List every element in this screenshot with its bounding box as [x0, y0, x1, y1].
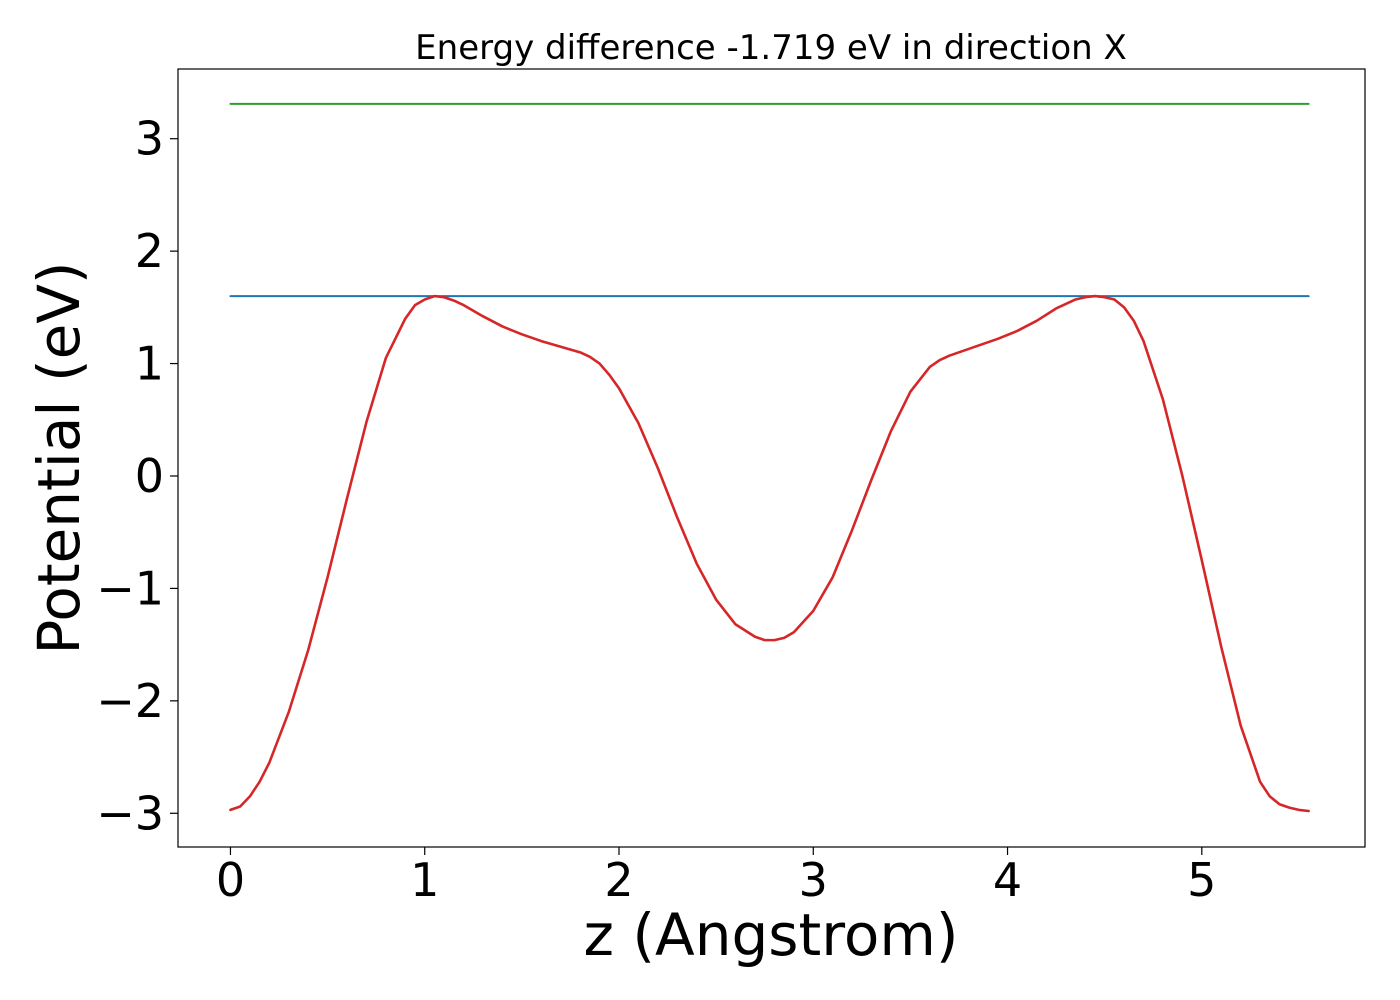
x-tick-label: 3: [799, 853, 828, 907]
plot-area-background: [178, 69, 1365, 847]
plot-frame: [177, 68, 1366, 848]
y-axis-label: Potential (eV): [25, 261, 93, 654]
y-tick-label: −2: [96, 674, 164, 728]
y-tick-label: −3: [96, 786, 164, 840]
x-tick-label: 4: [993, 853, 1022, 907]
chart-title: Energy difference -1.719 eV in direction…: [415, 28, 1127, 68]
series-line-3: [229, 294, 1310, 813]
x-tick-label: 2: [604, 853, 633, 907]
y-tick-label: 0: [135, 449, 164, 503]
y-tick-label: 1: [135, 337, 164, 391]
x-axis-label: z (Angstrom): [584, 901, 959, 969]
x-tick-label: 0: [216, 853, 245, 907]
y-tick-label: 3: [135, 112, 164, 166]
x-tick-label: 1: [410, 853, 439, 907]
y-tick-label: 2: [135, 224, 164, 278]
series-layer: [229, 102, 1310, 813]
ticks-layer: 0 1 2 3 4 5 −3 −2 −1 0 1 2 3: [96, 112, 1216, 907]
y-tick-label: −1: [96, 561, 164, 615]
x-tick-label: 5: [1187, 853, 1216, 907]
